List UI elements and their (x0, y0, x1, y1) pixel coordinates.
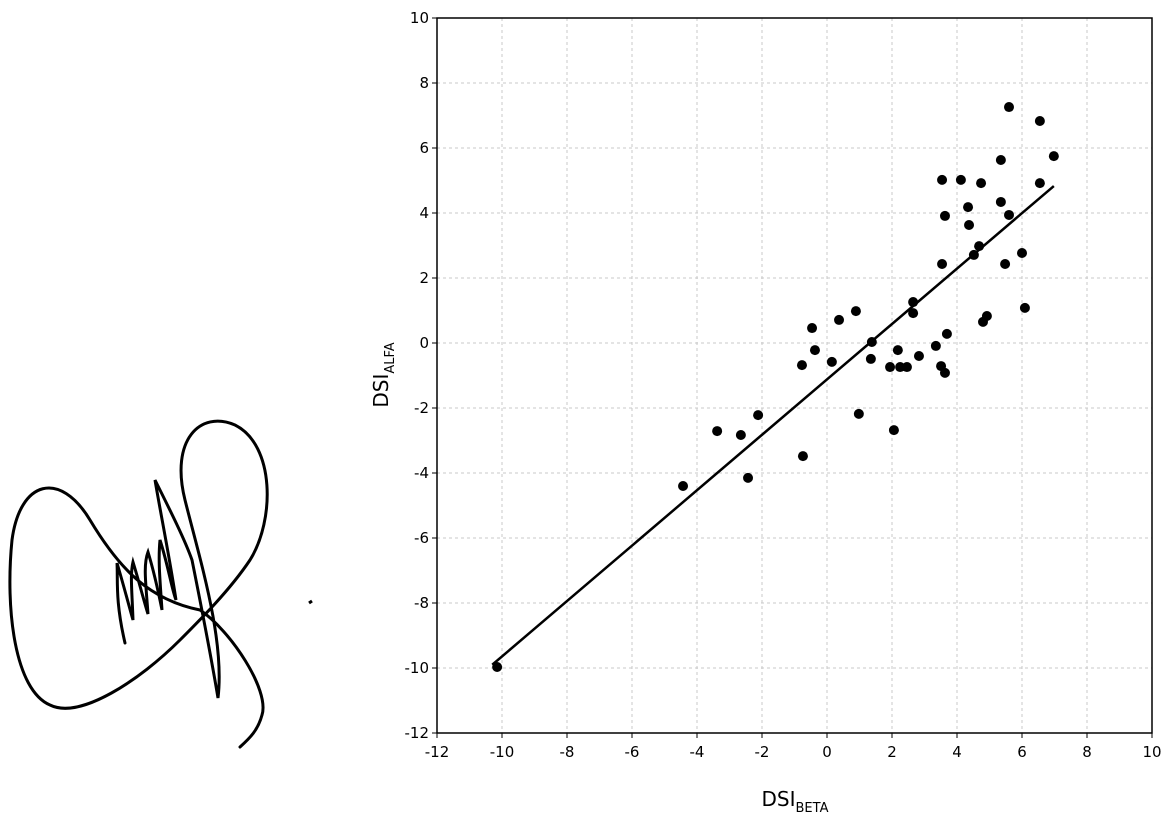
point (892, 345, 903, 356)
y-tick-label: -8 (414, 594, 429, 612)
point (1019, 302, 1030, 313)
point (850, 306, 861, 317)
point (1004, 209, 1014, 220)
point (995, 196, 1006, 207)
x-tick-label: -4 (690, 743, 705, 761)
y-tick-label: -4 (414, 464, 429, 482)
point (753, 410, 764, 421)
point (743, 472, 754, 483)
point (955, 174, 966, 185)
point (865, 353, 876, 364)
y-axis-title-main: DSI (369, 374, 393, 408)
point (807, 323, 818, 334)
x-tick-label: 2 (887, 743, 897, 761)
point (941, 328, 952, 339)
signature (8, 419, 269, 749)
x-tick-label: 10 (1142, 743, 1161, 761)
point (976, 178, 987, 189)
point (939, 210, 950, 221)
y-axis-title-sub: ALFA (383, 342, 398, 373)
point (939, 367, 950, 378)
point (1048, 151, 1059, 162)
point (735, 429, 746, 440)
point (826, 356, 837, 367)
y-tick-label: 2 (419, 269, 429, 287)
y-tick-label: -6 (414, 529, 429, 547)
y-axis-title: DSIALFA (369, 342, 398, 407)
point (1000, 259, 1011, 270)
y-tick-label: -2 (414, 399, 429, 417)
point (678, 481, 689, 491)
point (797, 451, 808, 462)
point (937, 174, 948, 185)
point (492, 662, 503, 673)
y-tick-label: 0 (419, 334, 429, 352)
point (712, 426, 723, 437)
point (809, 345, 820, 356)
point (1004, 102, 1014, 113)
point (853, 408, 864, 419)
y-tick-label: 4 (419, 204, 429, 222)
point (974, 241, 985, 252)
trend-line (491, 185, 1055, 666)
point (937, 259, 948, 270)
x-tick-label: -8 (560, 743, 575, 761)
x-axis-title: DSIBETA (762, 787, 829, 816)
point (796, 360, 807, 371)
point (995, 155, 1006, 166)
point (981, 311, 992, 322)
point (1034, 178, 1045, 189)
x-tick-label: -10 (490, 743, 515, 761)
x-tick-label: 4 (952, 743, 962, 761)
point (908, 297, 919, 308)
point (885, 362, 896, 373)
y-tick-label: 10 (410, 9, 429, 27)
point (834, 314, 845, 325)
x-tick-label: 6 (1017, 743, 1027, 761)
point (968, 249, 979, 260)
point (901, 362, 912, 373)
point (930, 340, 941, 351)
plot-frame (436, 17, 1153, 734)
point (1017, 247, 1027, 258)
x-axis-title-main: DSI (762, 787, 796, 811)
point (913, 351, 924, 361)
x-tick-label: 0 (822, 743, 832, 761)
x-tick-label: 8 (1082, 743, 1092, 761)
x-tick-label: -6 (625, 743, 640, 761)
y-tick-label: 8 (419, 74, 429, 92)
point (866, 337, 877, 348)
y-tick-label: 6 (419, 139, 429, 157)
y-tick-label: -10 (405, 659, 430, 677)
point (888, 425, 899, 436)
x-axis-title-sub: BETA (796, 801, 829, 816)
signature-dot (308, 599, 313, 605)
point (1034, 116, 1045, 127)
point (963, 202, 974, 213)
point (908, 308, 919, 319)
x-tick-label: -12 (425, 743, 450, 761)
x-tick-label: -2 (755, 743, 770, 761)
point (964, 220, 975, 231)
y-tick-label: -12 (405, 724, 430, 742)
